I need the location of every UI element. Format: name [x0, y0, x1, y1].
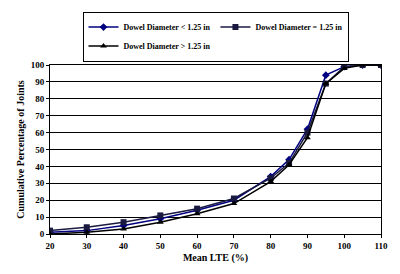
svg-text:80: 80 — [266, 241, 276, 251]
svg-text:100: 100 — [337, 241, 351, 251]
svg-text:40: 40 — [35, 162, 45, 172]
svg-text:50: 50 — [35, 145, 45, 155]
svg-text:10: 10 — [35, 212, 45, 222]
svg-text:30: 30 — [82, 241, 92, 251]
svg-text:20: 20 — [35, 195, 45, 205]
svg-text:60: 60 — [193, 241, 203, 251]
svg-text:Mean LTE (%): Mean LTE (%) — [183, 252, 248, 264]
svg-text:60: 60 — [35, 128, 45, 138]
svg-text:50: 50 — [156, 241, 166, 251]
svg-text:Dowel Diameter > 1.25 in: Dowel Diameter > 1.25 in — [124, 42, 211, 51]
svg-text:90: 90 — [35, 77, 45, 87]
svg-text:30: 30 — [35, 178, 45, 188]
svg-text:Dowel Diameter = 1.25 in: Dowel Diameter = 1.25 in — [255, 23, 342, 32]
svg-text:20: 20 — [46, 241, 56, 251]
svg-text:Dowel Diameter < 1.25 in: Dowel Diameter < 1.25 in — [124, 23, 211, 32]
svg-text:100: 100 — [31, 60, 45, 70]
svg-text:0: 0 — [40, 229, 45, 239]
svg-text:70: 70 — [35, 111, 45, 121]
svg-text:110: 110 — [374, 241, 388, 251]
svg-text:70: 70 — [229, 241, 239, 251]
svg-text:80: 80 — [35, 94, 45, 104]
svg-text:40: 40 — [119, 241, 129, 251]
svg-text:90: 90 — [303, 241, 313, 251]
svg-text:Cumulative Percentage of Joint: Cumulative Percentage of Joints — [15, 80, 26, 219]
